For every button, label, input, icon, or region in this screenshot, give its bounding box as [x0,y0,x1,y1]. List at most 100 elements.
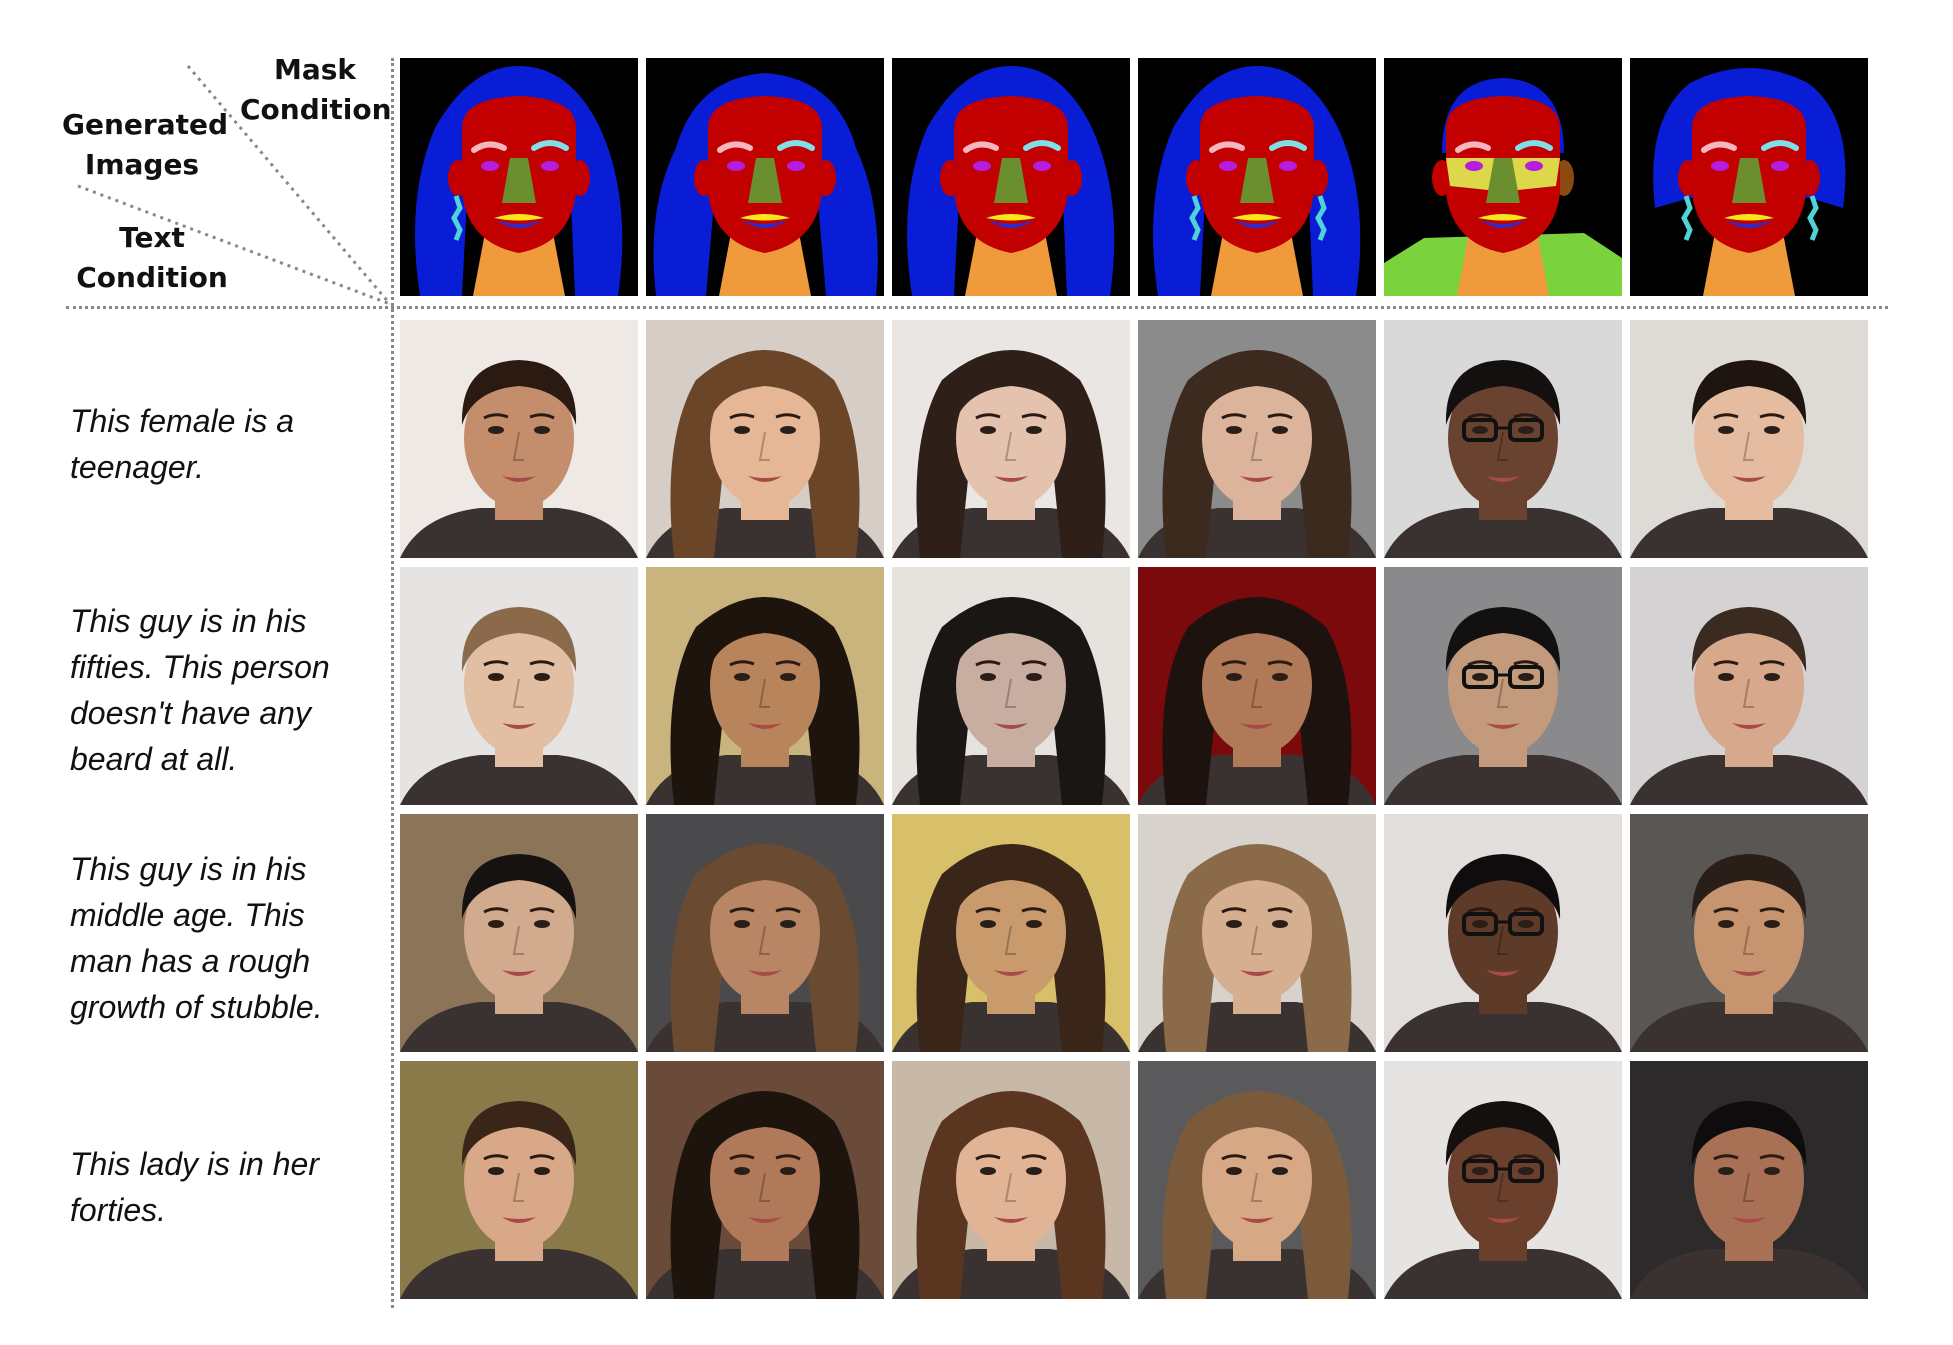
face-nose [1250,1172,1262,1202]
face-shoulders [400,1002,638,1052]
face-glasses-right [1508,665,1544,689]
face-nose [1250,925,1262,955]
mask-eye-right [1771,161,1789,171]
caption-line: doesn't have any [70,695,311,731]
face-brow-right [775,660,801,667]
face-brow-left [1467,907,1493,914]
face-brow-left [483,907,509,914]
mask-brow-left [1455,141,1491,153]
generated-face-image [646,1061,884,1299]
face-eye-left [1226,426,1242,434]
face-eye-left [734,426,750,434]
face-mouth [1732,476,1766,482]
face-brow-left [1221,660,1247,667]
face-hair-top [1199,1101,1315,1166]
generated-face-image [1384,567,1622,805]
mask-earring-right [1807,195,1819,241]
mask-condition-label: Mask Condition [240,50,392,130]
generated-face-image-graphic [1630,814,1868,1052]
text-condition-label-line: Text [119,221,185,254]
face-hair-top [953,360,1069,425]
mask-eye-right [1525,161,1543,171]
face-eye-right [534,920,550,928]
caption-line: man has a rough [70,943,311,979]
face-nose [512,1172,524,1202]
generated-face-image [1384,320,1622,558]
mask-earring-right [1315,195,1327,241]
face-brow-left [1713,660,1739,667]
mask-lip-upper [1478,214,1528,221]
face-hair-top [461,1101,577,1166]
face-eye-right [1272,673,1288,681]
face-brow-right [1267,1154,1293,1161]
face-eye-right [1272,920,1288,928]
face-hair-top [707,1101,823,1166]
face-brow-right [1759,413,1785,420]
face-eye-right [1764,426,1780,434]
face-brow-right [1267,413,1293,420]
face-nose [512,678,524,708]
mask-earring-left [1681,195,1693,241]
face-mouth [1240,1217,1274,1223]
face-eye-right [1518,920,1534,928]
face-mouth [1240,723,1274,729]
mask-condition-cell-graphic [892,58,1130,296]
face-shoulders [400,755,638,805]
caption-line: middle age. This [70,897,305,933]
mask-eye-left [1711,161,1729,171]
mask-neck [719,233,811,296]
face-brow-right [1267,660,1293,667]
face-head [1694,615,1804,755]
generated-face-image [1384,1061,1622,1299]
face-nose [1004,925,1016,955]
face-mouth [748,970,782,976]
face-hair-top [1691,360,1807,425]
face-hair-top [1445,360,1561,425]
face-head [464,368,574,508]
generated-face-image [1630,320,1868,558]
generated-images-label-line: Generated [62,108,229,141]
face-mouth [748,1217,782,1223]
face-brow-right [775,907,801,914]
generated-images-label: Generated Images [62,105,229,185]
generated-face-image [646,814,884,1052]
face-hair-top [1199,360,1315,425]
face-shoulders [1384,508,1622,558]
face-shoulders [1630,508,1868,558]
generated-face-image-graphic [1138,1061,1376,1299]
mask-nose [748,158,782,203]
face-eye-right [1518,1167,1534,1175]
generated-face-image [646,320,884,558]
face-eye-right [1026,920,1042,928]
face-head [1448,1109,1558,1249]
face-brow-right [529,660,555,667]
face-mouth [1732,723,1766,729]
face-eye-left [1472,1167,1488,1175]
mask-brow-right [1269,140,1307,151]
face-brow-left [1467,413,1493,420]
mask-neck [1211,233,1303,296]
face-hair-top [1199,607,1315,672]
face-head [1448,862,1558,1002]
face-nose [1742,925,1754,955]
caption-line: teenager. [70,449,205,485]
generated-face-image [1138,320,1376,558]
mask-eye-right [541,161,559,171]
face-mouth [1486,476,1520,482]
face-brow-right [529,413,555,420]
face-eye-left [734,920,750,928]
face-eye-right [780,426,796,434]
face-hair-top [953,607,1069,672]
face-eye-right [1518,673,1534,681]
caption-line: growth of stubble. [70,989,323,1025]
face-shoulders [1630,755,1868,805]
mask-neck [473,233,565,296]
face-brow-left [729,413,755,420]
mask-eye-right [1033,161,1051,171]
face-eye-left [1472,920,1488,928]
face-shoulders [1384,1249,1622,1299]
face-eye-left [980,920,996,928]
face-shoulders [400,1249,638,1299]
generated-face-image [400,320,638,558]
face-nose [1742,1172,1754,1202]
